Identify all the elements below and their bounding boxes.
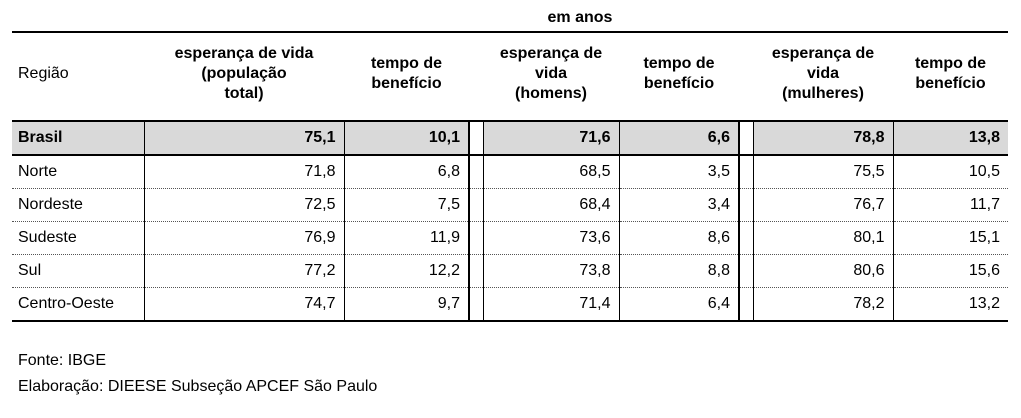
- region-cell: Nordeste: [12, 188, 144, 222]
- header-pop-tempo: tempo de benefício: [344, 31, 469, 115]
- value-cell-pop-esp: 75,1: [143, 120, 344, 156]
- value-cell-hom-tempo: 8,8: [618, 254, 739, 288]
- table-body: Brasil 75,1 10,1 71,6 6,6 78,8 13,8 Norte 71,8 6,…: [12, 120, 1008, 322]
- table-row: Norte 71,8 6,8 68,5 3,5 75,5 10,5: [12, 155, 1008, 189]
- column-gap: [738, 221, 753, 255]
- value-cell-mul-esp: 80,1: [752, 221, 893, 255]
- value-cell-mul-tempo: 11,7: [892, 188, 1008, 222]
- value-cell-pop-esp: 71,8: [143, 155, 344, 189]
- value-cell-pop-tempo: 11,9: [343, 221, 469, 255]
- value-cell-hom-tempo: 6,4: [618, 287, 739, 322]
- value-cell-mul-esp: 75,5: [752, 155, 893, 189]
- table-row: Sudeste 76,9 11,9 73,6 8,6 80,1 15,1: [12, 221, 1008, 255]
- unit-label: em anos: [547, 9, 613, 26]
- column-gap: [468, 120, 483, 156]
- value-cell-hom-tempo: 3,5: [618, 155, 739, 189]
- region-cell: Brasil: [12, 120, 144, 156]
- value-cell-pop-tempo: 10,1: [343, 120, 469, 156]
- value-cell-mul-tempo: 13,8: [892, 120, 1008, 156]
- value-cell-hom-tempo: 3,4: [618, 188, 739, 222]
- value-cell-mul-tempo: 15,6: [892, 254, 1008, 288]
- header-hom-esperanca: esperança de vida (homens): [483, 31, 619, 115]
- source-note: Fonte: IBGE: [18, 352, 107, 369]
- author-note: Elaboração: DIEESE Subseção APCEF São Pa…: [18, 378, 378, 395]
- value-cell-pop-esp: 72,5: [143, 188, 344, 222]
- table-row: Sul 77,2 12,2 73,8 8,8 80,6 15,6: [12, 254, 1008, 288]
- column-gap: [738, 287, 753, 322]
- value-cell-mul-tempo: 15,1: [892, 221, 1008, 255]
- value-cell-mul-tempo: 13,2: [892, 287, 1008, 322]
- footer: Fonte: IBGE Elaboração: DIEESE Subseção …: [18, 348, 377, 400]
- value-cell-pop-esp: 74,7: [143, 287, 344, 322]
- header-row: Região esperança de vida (população tota…: [12, 31, 1008, 115]
- value-cell-mul-esp: 78,8: [752, 120, 893, 156]
- table-row: Centro-Oeste 74,7 9,7 71,4 6,4 78,2 13,2: [12, 287, 1008, 322]
- column-gap: [468, 188, 483, 222]
- value-cell-pop-esp: 77,2: [143, 254, 344, 288]
- value-cell-hom-esp: 73,6: [482, 221, 619, 255]
- region-cell: Norte: [12, 155, 144, 189]
- column-gap: [738, 120, 753, 156]
- value-cell-mul-esp: 80,6: [752, 254, 893, 288]
- header-hom-tempo: tempo de benefício: [619, 31, 739, 115]
- region-cell: Sul: [12, 254, 144, 288]
- value-cell-hom-esp: 71,6: [482, 120, 619, 156]
- value-cell-pop-tempo: 9,7: [343, 287, 469, 322]
- region-cell: Sudeste: [12, 221, 144, 255]
- value-cell-hom-esp: 73,8: [482, 254, 619, 288]
- value-cell-hom-tempo: 6,6: [618, 120, 739, 156]
- value-cell-hom-esp: 68,5: [482, 155, 619, 189]
- column-gap: [468, 254, 483, 288]
- column-gap: [738, 254, 753, 288]
- header-mul-tempo: tempo de benefício: [893, 31, 1008, 115]
- header-region: Região: [12, 31, 144, 115]
- header-pop-esperanca: esperança de vida (população total): [144, 31, 344, 115]
- header-gap: [469, 31, 483, 115]
- region-cell: Centro-Oeste: [12, 287, 144, 322]
- column-gap: [468, 155, 483, 189]
- value-cell-mul-esp: 78,2: [752, 287, 893, 322]
- table-row: Nordeste 72,5 7,5 68,4 3,4 76,7 11,7: [12, 188, 1008, 222]
- value-cell-mul-tempo: 10,5: [892, 155, 1008, 189]
- header-gap: [739, 31, 753, 115]
- value-cell-hom-tempo: 8,6: [618, 221, 739, 255]
- value-cell-hom-esp: 71,4: [482, 287, 619, 322]
- life-expectancy-table: Região esperança de vida (população tota…: [12, 31, 1008, 322]
- value-cell-pop-tempo: 7,5: [343, 188, 469, 222]
- value-cell-pop-esp: 76,9: [143, 221, 344, 255]
- value-cell-pop-tempo: 12,2: [343, 254, 469, 288]
- header-mul-esperanca: esperança de vida (mulheres): [753, 31, 893, 115]
- column-gap: [468, 221, 483, 255]
- column-gap: [738, 155, 753, 189]
- column-gap: [738, 188, 753, 222]
- value-cell-pop-tempo: 6,8: [343, 155, 469, 189]
- value-cell-hom-esp: 68,4: [482, 188, 619, 222]
- table-row: Brasil 75,1 10,1 71,6 6,6 78,8 13,8: [12, 120, 1008, 156]
- column-gap: [468, 287, 483, 322]
- value-cell-mul-esp: 76,7: [752, 188, 893, 222]
